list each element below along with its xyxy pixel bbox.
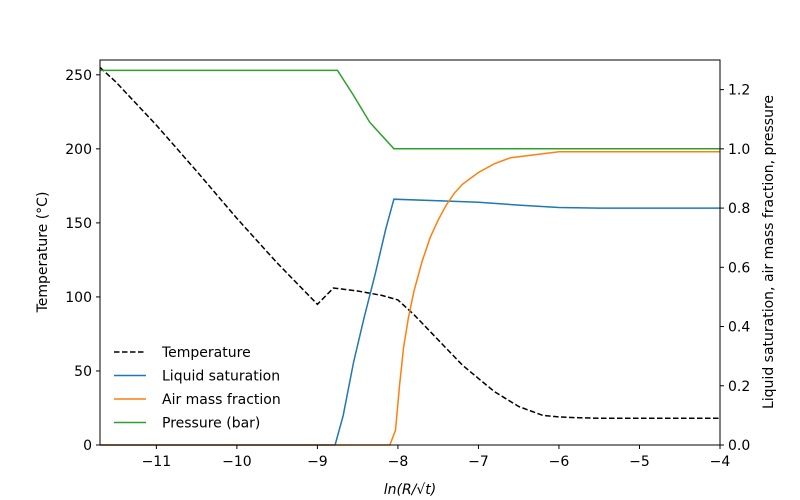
x-tick-label: −6 (549, 454, 570, 470)
x-tick-label: −9 (307, 454, 328, 470)
left-y-tick-label: 0 (83, 438, 92, 454)
left-y-axis: 0 50 100 150 200 250 (65, 68, 100, 454)
legend: Temperature Liquid saturation Air mass fra… (114, 345, 281, 432)
series-lines (99, 66, 720, 446)
series-line-0 (99, 66, 720, 420)
right-y-tick-label: 0.6 (728, 260, 750, 276)
left-y-tick-label: 100 (65, 290, 92, 306)
right-y-tick-label: 0.0 (728, 438, 750, 454)
series-line-3 (100, 69, 720, 150)
x-tick-label: −8 (388, 454, 409, 470)
x-axis-label-text: ln(R/√t) (384, 482, 437, 498)
left-y-tick-label: 50 (74, 364, 92, 380)
x-axis-label: ln(R/√t) (384, 482, 437, 498)
right-y-tick-label: 0.2 (728, 379, 750, 395)
right-y-tick-label: 1.0 (728, 142, 750, 158)
x-tick-label: −11 (142, 454, 172, 470)
legend-label: Air mass fraction (162, 392, 281, 408)
series-line-2 (100, 151, 720, 446)
plot-frame (99, 59, 721, 446)
x-tick-label: −5 (629, 454, 650, 470)
legend-label: Liquid saturation (162, 369, 280, 385)
left-y-tick-label: 150 (65, 216, 92, 232)
left-y-tick-label: 200 (65, 142, 92, 158)
x-tick-label: −10 (222, 454, 252, 470)
series-line-1 (100, 198, 720, 446)
right-y-axis-label: Liquid saturation, air mass fraction, pr… (761, 95, 777, 409)
right-y-tick-label: 0.4 (728, 320, 750, 336)
left-y-tick-label: 250 (65, 68, 92, 84)
right-y-tick-label: 1.2 (728, 83, 750, 99)
legend-label: Temperature (161, 345, 251, 361)
left-y-axis-label: Temperature (°C) (35, 192, 51, 314)
right-y-axis: 0.0 0.2 0.4 0.6 0.8 1.0 1.2 (720, 83, 750, 454)
x-tick-label: −4 (710, 454, 731, 470)
right-y-tick-label: 0.8 (728, 201, 750, 217)
x-tick-label: −7 (468, 454, 489, 470)
legend-label: Pressure (bar) (162, 416, 260, 432)
x-axis: −11 −10 −9 −8 −7 −6 −5 −4 (142, 445, 731, 470)
